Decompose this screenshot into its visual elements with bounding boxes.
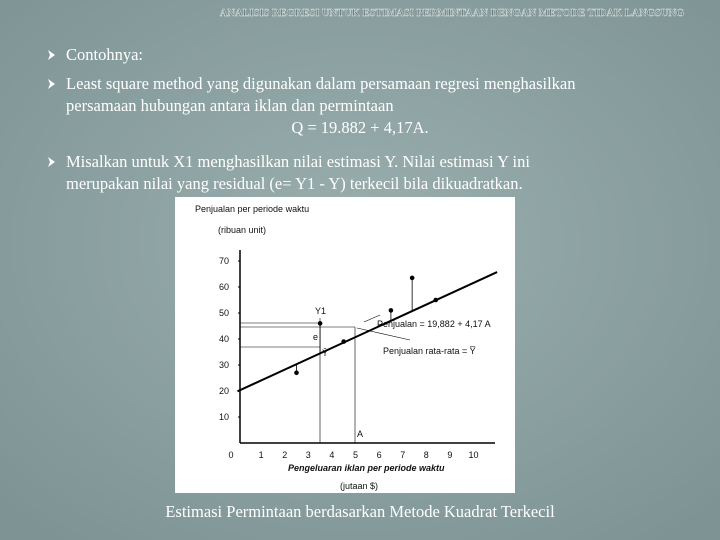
bullet-text: Misalkan untuk X1 menghasilkan nilai est… [66,152,530,171]
x-tick-label: 5 [353,450,358,460]
y-tick-label: 30 [219,360,229,370]
x-tick-label: 1 [259,450,264,460]
equation: Q = 19.882 + 4,17A. [291,118,428,137]
x-axis-label: Pengeluaran iklan per periode waktu [288,463,445,473]
y-tick-label: 70 [219,256,229,266]
x-tick-label: 6 [377,450,382,460]
x-tick-label: 9 [447,450,452,460]
annotation: Penjualan = 19,882 + 4,17 A [377,319,491,329]
bullet-text: Contohnya: [66,45,143,64]
annotation: Ŷ [322,348,328,358]
data-point [317,321,323,326]
x-tick-label: 10 [468,450,478,460]
y-tick-label: 40 [219,334,229,344]
x-tick-label: 2 [282,450,287,460]
bullet-list: Contohnya: Least square method yang digun… [48,45,576,193]
y-tick-label: 60 [219,282,229,292]
x-tick-label: 3 [306,450,311,460]
bullet-icon [48,50,55,60]
slide-title: ANALISIS REGRESI UNTUK ESTIMASI PERMINTA… [220,8,684,19]
y-axis-label: Penjualan per periode waktu [195,204,309,214]
y-tick-label: 20 [219,386,229,396]
y-axis-unit: (ribuan unit) [218,225,266,235]
pointer [356,327,411,341]
y-tick-label: 50 [219,308,229,318]
pointer [363,314,381,323]
data-point [341,339,347,344]
bullet-text: merupakan nilai yang residual (e= Y1 - Y… [66,174,523,193]
x-tick-label: 8 [424,450,429,460]
data-point [409,275,415,281]
caption: Estimasi Permintaan berdasarkan Metode K… [165,502,555,521]
x-tick-label: 0 [228,450,233,460]
bullet-icon [48,79,55,89]
data-point [388,308,394,313]
bullet-text: persamaan hubungan antara iklan dan perm… [66,96,394,115]
annotation: A [357,429,363,439]
x-tick-label: 4 [329,450,334,460]
data-point [294,370,299,376]
annotation: e [313,332,318,342]
annotation: Y1 [315,306,326,316]
data-point [433,297,439,303]
bullet-text: Least square method yang digunakan dalam… [66,74,576,93]
figure-box [175,197,515,493]
x-tick-label: 7 [400,450,405,460]
x-axis-unit: (jutaan $) [340,481,378,491]
annotation: Penjualan rata-rata = Y̅ [383,346,476,356]
figure: Penjualan per periode waktu (ribuan unit… [195,204,498,491]
regression-line [237,271,498,393]
bullet-icon [48,157,55,167]
y-tick-label: 10 [219,412,229,422]
